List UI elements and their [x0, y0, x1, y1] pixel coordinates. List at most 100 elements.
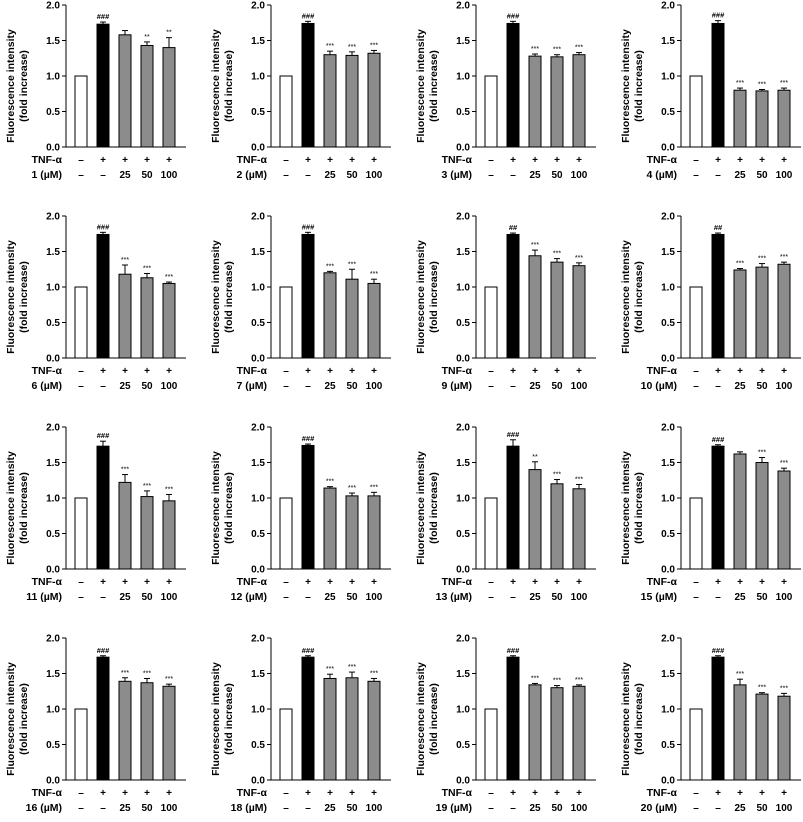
- bar: [140, 682, 154, 781]
- significance-label: ##: [509, 223, 518, 232]
- y-axis-label-2: (fold increase): [428, 683, 440, 755]
- concentration-value: 50: [346, 592, 358, 603]
- bar: [711, 233, 725, 359]
- chart-panel: 0.0 0.5 1.0 1.5 2.0 Fluorescence intensity (fo…: [210, 634, 391, 814]
- y-tick-label: 0.5: [456, 318, 470, 329]
- chart-panel: 0.0 0.5 1.0 1.5 2.0 Fluorescence intensity (fo…: [620, 423, 801, 603]
- y-axis-label-2: (fold increase): [18, 261, 30, 333]
- y-tick-label: 1.0: [661, 283, 675, 294]
- bar: [74, 286, 88, 359]
- concentration-value: 25: [529, 592, 541, 603]
- significance-label: ***: [370, 42, 378, 49]
- concentration-value: 100: [776, 803, 793, 814]
- tnf-sign: +: [510, 788, 516, 799]
- concentration-value: –: [715, 592, 721, 603]
- tnf-sign: +: [554, 577, 560, 588]
- concentration-value: 100: [571, 381, 588, 392]
- concentration-value: –: [510, 803, 516, 814]
- tnf-sign: +: [737, 155, 743, 166]
- tnf-sign: +: [305, 366, 311, 377]
- significance-label: ***: [780, 685, 788, 692]
- bar: [367, 52, 381, 148]
- y-tick-label: 1.0: [456, 72, 470, 83]
- significance-label: ***: [553, 47, 561, 54]
- y-tick-label: 1.5: [251, 458, 265, 469]
- bar: [528, 255, 542, 359]
- y-tick-label: 1.5: [661, 669, 675, 680]
- bar: [323, 487, 337, 570]
- concentration-value: –: [693, 381, 699, 392]
- significance-label: ##: [714, 223, 723, 232]
- y-tick-label: 0.0: [46, 565, 60, 576]
- y-tick-label: 2.0: [456, 1, 470, 12]
- chart-panel: 0.0 0.5 1.0 1.5 2.0 Fluorescence intensity (fo…: [415, 1, 596, 181]
- y-tick-label: 1.0: [251, 72, 265, 83]
- significance-label: ***: [780, 80, 788, 87]
- bar: [777, 470, 791, 570]
- concentration-value: –: [693, 170, 699, 181]
- concentration-value: 50: [141, 592, 153, 603]
- tnf-sign: +: [122, 577, 128, 588]
- bar: [689, 708, 703, 781]
- chart-panel: 0.0 0.5 1.0 1.5 2.0 Fluorescence intensity (fo…: [5, 634, 186, 814]
- tnf-row-label: TNF-α: [647, 365, 678, 377]
- y-tick-label: 1.5: [46, 669, 60, 680]
- bar: [506, 656, 520, 781]
- y-axis-label: Fluorescence intensity: [210, 662, 222, 776]
- concentration-value: 100: [161, 170, 178, 181]
- concentration-value: –: [78, 170, 84, 181]
- tnf-sign: –: [78, 366, 84, 377]
- y-axis-label: Fluorescence intensity: [210, 29, 222, 143]
- concentration-value: 100: [366, 170, 383, 181]
- tnf-row-label: TNF-α: [237, 576, 268, 588]
- concentration-value: 100: [366, 592, 383, 603]
- tnf-sign: +: [327, 366, 333, 377]
- y-tick-label: 1.5: [46, 36, 60, 47]
- tnf-sign: +: [349, 155, 355, 166]
- significance-label: ###: [302, 646, 315, 655]
- bar: [550, 687, 564, 781]
- concentration-value: 50: [551, 381, 563, 392]
- significance-label: ***: [165, 676, 173, 683]
- tnf-sign: –: [283, 366, 289, 377]
- chart-panel: 0.0 0.5 1.0 1.5 2.0 Fluorescence intensity (fo…: [5, 1, 186, 181]
- tnf-sign: +: [532, 577, 538, 588]
- tnf-sign: –: [693, 788, 699, 799]
- tnf-sign: +: [305, 155, 311, 166]
- concentration-value: 100: [776, 381, 793, 392]
- concentration-value: 25: [734, 803, 746, 814]
- significance-label: ***: [736, 261, 744, 268]
- y-tick-label: 1.0: [46, 705, 60, 716]
- concentration-value: 25: [119, 803, 131, 814]
- bar: [484, 286, 498, 359]
- tnf-sign: +: [349, 788, 355, 799]
- concentration-value: 25: [734, 592, 746, 603]
- tnf-row-label: TNF-α: [442, 154, 473, 166]
- y-tick-label: 2.0: [456, 212, 470, 223]
- bar: [550, 56, 564, 148]
- y-tick-label: 2.0: [661, 212, 675, 223]
- chart-panel: 0.0 0.5 1.0 1.5 2.0 Fluorescence intensity (fo…: [620, 634, 801, 814]
- y-tick-label: 2.0: [251, 634, 265, 645]
- concentration-value: 100: [571, 170, 588, 181]
- significance-label: ***: [575, 45, 583, 52]
- concentration-value: –: [510, 170, 516, 181]
- bar: [118, 680, 132, 781]
- bar: [74, 497, 88, 570]
- chart-panel: 0.0 0.5 1.0 1.5 2.0 Fluorescence intensity (fo…: [415, 212, 596, 392]
- tnf-sign: +: [122, 155, 128, 166]
- bar: [506, 445, 520, 570]
- concentration-value: –: [305, 170, 311, 181]
- bar: [367, 495, 381, 570]
- tnf-row-label: TNF-α: [32, 365, 63, 377]
- tnf-sign: +: [327, 577, 333, 588]
- significance-label: ***: [165, 486, 173, 493]
- tnf-sign: +: [166, 366, 172, 377]
- significance-label: ***: [326, 43, 334, 50]
- tnf-sign: +: [576, 577, 582, 588]
- tnf-sign: –: [283, 577, 289, 588]
- bar: [301, 233, 315, 359]
- bar: [301, 656, 315, 781]
- significance-label: ***: [758, 256, 766, 263]
- tnf-sign: +: [122, 366, 128, 377]
